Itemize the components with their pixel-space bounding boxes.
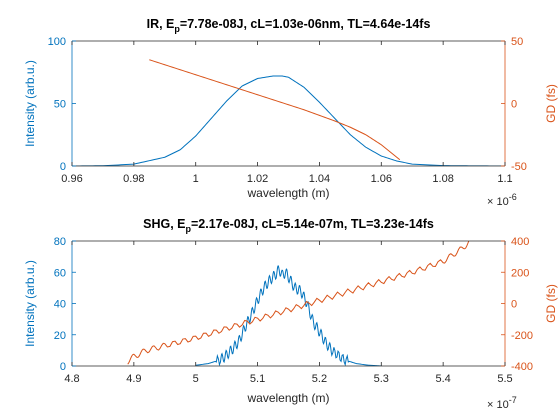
chart-title-part: SHG, E [143, 217, 185, 231]
y-right-tick-label: 200 [511, 267, 529, 279]
gd-series-line [149, 59, 401, 161]
y-left-tick-label: 50 [54, 99, 66, 111]
x-exponent-power: -6 [509, 192, 517, 202]
chart-title-part: =7.78e-08J, cL=1.03e-06nm, TL=4.64e-14fs [180, 17, 431, 31]
panel-shg: 4.8 4.9 5 5.1 5.2 5.3 5.4 5.5 0 20 40 60 80 -400 -200 0… [23, 217, 558, 411]
x-tick-label: 5.5 [497, 373, 512, 385]
x-exponent-base: × 10 [487, 399, 509, 411]
x-tick-label: 1.06 [371, 173, 392, 185]
y-left-tick-label: 20 [54, 330, 66, 342]
y-left-tick-label: 0 [60, 161, 66, 173]
x-tick-label: 4.8 [64, 373, 79, 385]
chart-title: IR, Ep=7.78e-08J, cL=1.03e-06nm, TL=4.64… [147, 17, 431, 34]
y-right-tick-label: -50 [511, 161, 527, 173]
x-axis-label: wavelength (m) [246, 391, 329, 405]
chart-title-subscript: p [174, 24, 180, 34]
x-exponent-power: -7 [509, 395, 517, 405]
y-axis-right-label: GD (fs) [544, 84, 558, 123]
y-right-tick-label: -200 [511, 330, 533, 342]
y-axis-left-label: Intensity (arb.u.) [23, 60, 37, 147]
plot-area [127, 241, 470, 366]
x-tick-label: 5.3 [374, 373, 389, 385]
x-exponent-label: × 10-7 [487, 395, 517, 411]
x-tick-label: 4.9 [126, 373, 141, 385]
y-right-tick-label: 50 [511, 36, 523, 48]
y-axis-right-label: GD (fs) [544, 284, 558, 323]
chart-title: SHG, Ep=2.17e-08J, cL=5.14e-07m, TL=3.23… [143, 217, 434, 234]
x-tick-label: 5 [193, 373, 199, 385]
x-tick-label: 0.96 [61, 173, 82, 185]
x-axis-label: wavelength (m) [246, 186, 329, 200]
plot-area [72, 59, 505, 166]
x-tick-label: 5.1 [250, 373, 265, 385]
x-tick-label: 1.08 [432, 173, 453, 185]
intensity-series-line [72, 75, 505, 166]
y-right-tick-label: -400 [511, 361, 533, 373]
y-left-tick-label: 80 [54, 236, 66, 248]
x-tick-label: 1.02 [247, 173, 268, 185]
gd-series-line [127, 241, 470, 365]
intensity-series-line [195, 265, 382, 366]
chart-title-part: IR, E [147, 17, 175, 31]
x-tick-label: 1.1 [497, 173, 512, 185]
y-left-tick-label: 60 [54, 267, 66, 279]
y-right-tick-label: 0 [511, 99, 517, 111]
x-tick-label: 0.98 [123, 173, 144, 185]
y-right-tick-label: 400 [511, 236, 529, 248]
chart-title-subscript: p [186, 224, 192, 234]
chart-title-part: =2.17e-08J, cL=5.14e-07m, TL=3.23e-14fs [191, 217, 434, 231]
x-exponent-label: × 10-6 [487, 192, 517, 208]
x-exponent-base: × 10 [487, 196, 509, 208]
y-right-tick-label: 0 [511, 299, 517, 311]
panel-ir: 0.96 0.98 1 1.02 1.04 1.06 1.08 1.1 0 50 100 -50 0 50… [23, 17, 558, 208]
y-left-tick-label: 40 [54, 299, 66, 311]
x-tick-label: 1.04 [309, 173, 330, 185]
x-tick-label: 1 [193, 173, 199, 185]
x-tick-label: 5.2 [312, 373, 327, 385]
y-left-tick-label: 0 [60, 361, 66, 373]
x-tick-label: 5.4 [435, 373, 450, 385]
y-left-tick-label: 100 [48, 36, 66, 48]
y-axis-left-label: Intensity (arb.u.) [23, 260, 37, 347]
